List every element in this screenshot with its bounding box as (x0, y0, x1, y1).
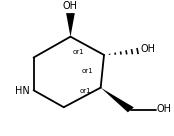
Polygon shape (101, 88, 134, 112)
Text: or1: or1 (73, 49, 85, 55)
Text: OH: OH (62, 1, 77, 11)
Text: or1: or1 (81, 68, 93, 74)
Text: HN: HN (15, 86, 30, 96)
Text: OH: OH (157, 104, 172, 114)
Text: or1: or1 (80, 88, 91, 94)
Polygon shape (66, 13, 75, 37)
Text: OH: OH (140, 44, 155, 54)
